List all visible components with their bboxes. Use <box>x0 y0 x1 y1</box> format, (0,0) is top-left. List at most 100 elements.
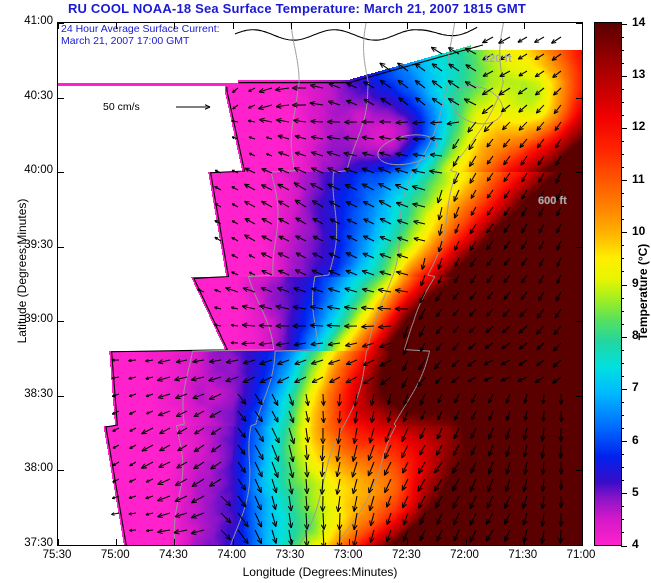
colorbar-minor-tick <box>621 36 624 38</box>
colorbar-tick-label: 12 <box>632 119 646 134</box>
colorbar-minor-tick <box>621 258 624 260</box>
colorbar-minor-tick <box>621 101 624 103</box>
x-axis-tick <box>58 539 59 545</box>
x-axis-tick-label: 75:00 <box>100 549 130 561</box>
y-axis-tick <box>576 396 582 397</box>
current-annotation-line2: March 21, 2007 17:00 GMT <box>61 34 190 47</box>
y-axis-tick <box>576 247 582 248</box>
x-axis-tick <box>233 23 234 29</box>
colorbar-gradient <box>595 23 621 545</box>
colorbar-tick <box>621 388 627 390</box>
y-axis-tick <box>576 470 582 471</box>
colorbar-minor-tick <box>621 62 624 64</box>
x-axis-tick <box>582 23 583 29</box>
x-axis-tick-label: 73:00 <box>333 549 363 561</box>
colorbar-minor-tick <box>621 193 624 195</box>
colorbar-minor-tick <box>621 49 624 51</box>
x-axis-tick <box>291 539 292 545</box>
colorbar-tick-label: 8 <box>632 328 639 343</box>
x-axis-tick <box>116 539 117 545</box>
colorbar-minor-tick <box>621 467 624 469</box>
x-axis-title: Longitude (Degrees:Minutes) <box>242 565 398 579</box>
colorbar-minor-tick <box>621 415 624 416</box>
x-axis-tick <box>174 539 175 545</box>
colorbar-minor-tick <box>621 310 624 312</box>
colorbar-minor-tick <box>621 297 624 299</box>
y-axis-tick <box>58 396 64 397</box>
y-axis-tick-label: 39:00 <box>24 313 53 326</box>
x-axis-tick <box>174 23 175 29</box>
x-axis-tick-label: 71:30 <box>508 549 538 561</box>
y-axis-tick <box>576 23 582 24</box>
x-axis-tick-label: 72:00 <box>450 549 479 561</box>
y-axis-tick-label: 39:30 <box>24 238 53 251</box>
sst-field <box>58 23 582 545</box>
y-axis-tick <box>58 247 64 248</box>
colorbar-minor-tick <box>621 114 624 116</box>
x-axis-tick-label: 71:00 <box>566 549 596 561</box>
colorbar-minor-tick <box>621 532 624 534</box>
colorbar-tick <box>621 232 627 234</box>
colorbar-minor-tick <box>621 519 624 521</box>
colorbar-tick-label: 10 <box>632 223 646 238</box>
y-axis-tick <box>58 23 64 24</box>
x-axis-tick <box>233 539 234 545</box>
scale-arrow-label: 50 cm/s <box>103 101 140 113</box>
colorbar-minor-tick <box>621 454 624 456</box>
y-axis-tick <box>58 172 64 173</box>
x-axis-tick <box>524 23 525 29</box>
x-axis-tick <box>407 23 408 29</box>
map-plot-area[interactable]: 24 Hour Average Surface Current: March 2… <box>57 22 583 546</box>
y-axis-tick <box>576 321 582 322</box>
y-axis-tick-label: 40:00 <box>24 164 53 177</box>
colorbar-minor-tick <box>621 88 624 90</box>
colorbar-minor-tick <box>621 375 624 377</box>
colorbar-minor-tick <box>621 428 624 430</box>
x-axis-tick-label: 73:30 <box>275 549 305 561</box>
colorbar-minor-tick <box>621 167 624 169</box>
y-axis-tick-label: 41:00 <box>24 15 53 27</box>
colorbar-tick-label: 13 <box>632 67 646 82</box>
colorbar-minor-tick <box>621 271 624 273</box>
y-axis-title: Latitude (Degrees:Minutes) <box>15 198 29 344</box>
colorbar-tick <box>621 127 627 129</box>
x-axis-tick <box>349 23 350 29</box>
x-axis-tick <box>582 539 583 545</box>
x-axis-tick-label: 72:30 <box>391 549 421 561</box>
y-axis-tick-label: 38:30 <box>24 387 53 400</box>
y-axis-tick <box>58 545 64 546</box>
figure-title: RU COOL NOAA-18 Sea Surface Temperature:… <box>67 1 527 16</box>
colorbar-minor-tick <box>621 245 624 247</box>
colorbar-tick <box>621 545 627 547</box>
x-axis-tick <box>116 23 117 29</box>
depth-contour-label-120ft: 120 ft <box>483 53 512 65</box>
colorbar-minor-tick <box>621 219 624 221</box>
colorbar-minor-tick <box>621 362 624 364</box>
colorbar-minor-tick <box>621 154 624 155</box>
colorbar-tick-label: 14 <box>632 15 646 29</box>
x-axis-tick <box>466 539 467 545</box>
colorbar[interactable] <box>594 22 627 547</box>
y-axis-tick <box>576 545 582 546</box>
colorbar-tick <box>621 441 627 443</box>
colorbar-tick <box>621 75 627 77</box>
colorbar-tick <box>621 180 627 182</box>
colorbar-tick <box>621 336 627 338</box>
colorbar-title: Temperature (°C) <box>636 243 650 341</box>
colorbar-tick-label: 5 <box>632 484 639 499</box>
colorbar-tick-label: 4 <box>632 537 639 551</box>
colorbar-tick-label: 7 <box>632 380 639 395</box>
y-axis-tick <box>576 98 582 99</box>
x-axis-tick <box>407 539 408 545</box>
x-axis-tick <box>291 23 292 29</box>
x-axis-tick-label: 74:00 <box>217 549 247 561</box>
colorbar-minor-tick <box>621 401 624 403</box>
depth-contour-label-600ft: 600 ft <box>538 195 567 207</box>
colorbar-tick <box>621 23 627 25</box>
colorbar-minor-tick <box>621 323 624 325</box>
colorbar-minor-tick <box>621 480 624 482</box>
current-annotation: 24 Hour Average Surface Current: March 2… <box>61 23 220 47</box>
x-axis-tick <box>349 539 350 545</box>
colorbar-tick-label: 6 <box>632 432 639 447</box>
colorbar-tick <box>621 284 627 286</box>
